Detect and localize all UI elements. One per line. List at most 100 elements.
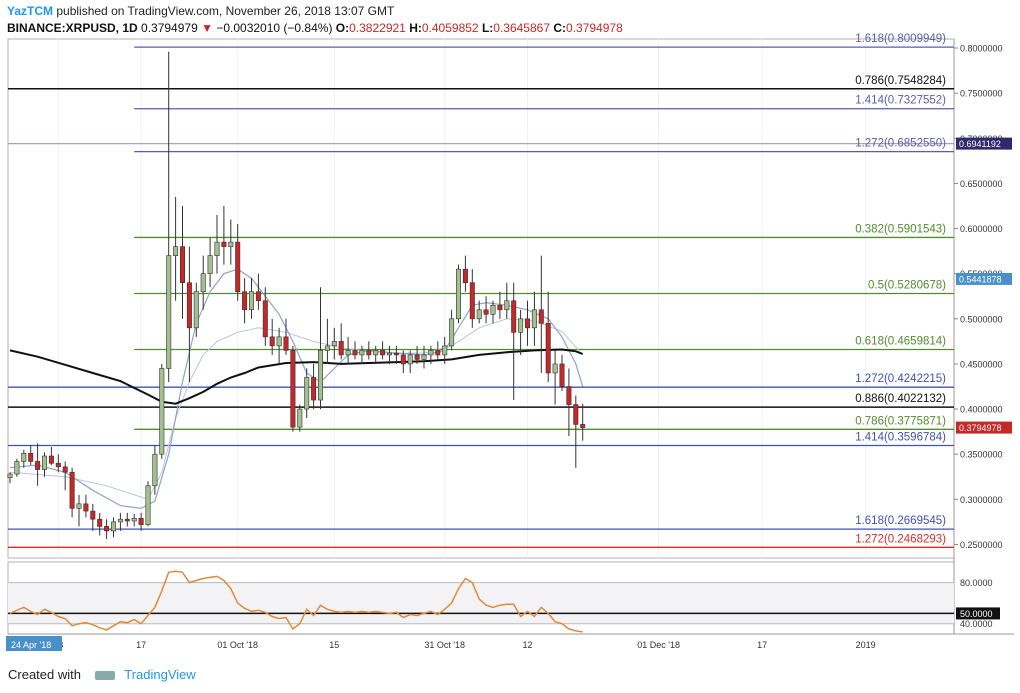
- candle-down: [69, 471, 75, 509]
- candle-up: [117, 518, 123, 523]
- candle-up: [14, 461, 20, 475]
- price-badge: [956, 421, 1012, 434]
- candle-down: [221, 241, 227, 247]
- candle-down: [97, 518, 103, 527]
- low-value: 0.3645867: [493, 21, 551, 35]
- symbol-header: BINANCE:XRPUSD, 1D 0.3794979 ▼ −0.003201…: [7, 21, 623, 35]
- candle-down: [90, 510, 96, 520]
- candle-up: [249, 291, 255, 311]
- open-value: 0.3822921: [349, 21, 406, 35]
- candle-up: [152, 453, 158, 487]
- candle-up: [407, 354, 413, 365]
- candle-down: [380, 350, 386, 356]
- fib-level-label: 1.618(0.8009949): [855, 33, 946, 45]
- candle-up: [193, 291, 199, 329]
- candle-down: [138, 517, 144, 525]
- candle-down: [262, 300, 268, 338]
- candle-up: [331, 341, 337, 347]
- time-tick-label: 12: [522, 640, 532, 650]
- price-change: −0.0032010 (−0.84%): [216, 21, 333, 35]
- candle-up: [145, 485, 151, 525]
- candle-down: [566, 386, 572, 405]
- price-tick-label: 0.8000000: [960, 44, 1003, 54]
- candle-up: [304, 377, 310, 410]
- candle-down: [269, 336, 275, 347]
- author-name[interactable]: YazTCM: [7, 4, 54, 18]
- candle-up: [76, 503, 82, 509]
- time-tick-label: 17: [757, 640, 767, 650]
- price-tick-label: 0.4500000: [960, 359, 1003, 369]
- price-tick-label: 0.3000000: [960, 495, 1003, 505]
- candle-down: [435, 350, 441, 356]
- candle-down: [524, 318, 530, 329]
- candle-down: [48, 455, 54, 464]
- candle-up: [21, 452, 27, 462]
- candle-down: [469, 282, 475, 320]
- candle-down: [283, 336, 289, 351]
- tradingview-logo-icon: [94, 671, 115, 681]
- low-label: L:: [481, 21, 494, 35]
- price-badge-label: 0.6941192: [959, 139, 1001, 149]
- fib-level-label: 1.618(0.2669545): [855, 515, 946, 527]
- time-tick-label: 01 Dec '18: [637, 640, 680, 650]
- created-with-label: Created with: [8, 667, 81, 682]
- candle-up: [373, 350, 379, 356]
- candle-down: [124, 518, 130, 522]
- candle-down: [55, 462, 61, 468]
- candle-up: [159, 368, 165, 455]
- candle-up: [552, 363, 558, 374]
- candle-down: [255, 291, 261, 302]
- candle-down: [352, 350, 358, 356]
- candle-up: [276, 336, 282, 347]
- time-tick-label: 2019: [856, 640, 876, 650]
- candle-up: [442, 345, 448, 356]
- candle-up: [490, 304, 496, 315]
- price-badge-label: 0.3794978: [959, 423, 1002, 433]
- candle-down: [393, 352, 399, 356]
- candle-down: [483, 309, 489, 315]
- time-tick-label: 17: [136, 640, 146, 650]
- candle-down: [511, 300, 517, 333]
- price-badge: [956, 272, 1012, 285]
- price-tick-label: 0.3500000: [960, 450, 1003, 460]
- fib-level-label: 1.272(0.6852550): [855, 138, 946, 150]
- rsi-tick-label: 80.0000: [960, 578, 993, 588]
- candle-down: [180, 246, 186, 284]
- candle-up: [111, 521, 117, 532]
- candle-up: [228, 241, 234, 247]
- candle-down: [235, 241, 241, 293]
- candle-down: [559, 363, 565, 387]
- price-tick-label: 0.5000000: [960, 314, 1003, 324]
- candle-up: [200, 273, 206, 293]
- rsi-line: [9, 570, 583, 633]
- moving-average-light-line: [9, 318, 584, 500]
- candle-down: [186, 282, 192, 329]
- price-badge-label: 0.5441878: [959, 274, 1002, 284]
- time-badge-label: 24 Apr '18: [11, 640, 51, 650]
- fib-level-label: 1.272(0.2468293): [855, 533, 946, 545]
- fib-level-label: 0.382(0.5901543): [855, 223, 946, 235]
- published-text: published on TradingView.com, November 2…: [56, 4, 395, 18]
- candle-down: [62, 466, 68, 473]
- last-price: 0.3794979: [141, 21, 198, 35]
- candle-up: [214, 241, 220, 256]
- candle-down: [414, 354, 420, 360]
- time-badge: [6, 636, 62, 651]
- rsi-mid-badge: [956, 607, 1000, 620]
- time-tick-label: 15: [329, 640, 339, 650]
- fib-level-label: 0.886(0.4022132): [855, 393, 946, 405]
- candle-up: [455, 268, 461, 320]
- candle-down: [338, 341, 344, 356]
- tradingview-link[interactable]: TradingView: [124, 667, 196, 682]
- fib-level-label: 1.414(0.3596784): [855, 431, 946, 443]
- candle-down: [545, 323, 551, 374]
- fib-level-label: 0.618(0.4659814): [855, 336, 946, 348]
- candle-up: [131, 517, 137, 522]
- time-tick-label: 01 Oct '18: [217, 640, 258, 650]
- candle-up: [166, 255, 172, 369]
- candle-down: [83, 503, 89, 512]
- candle-up: [386, 352, 392, 356]
- candle-down: [400, 354, 406, 365]
- candle-down: [28, 452, 34, 462]
